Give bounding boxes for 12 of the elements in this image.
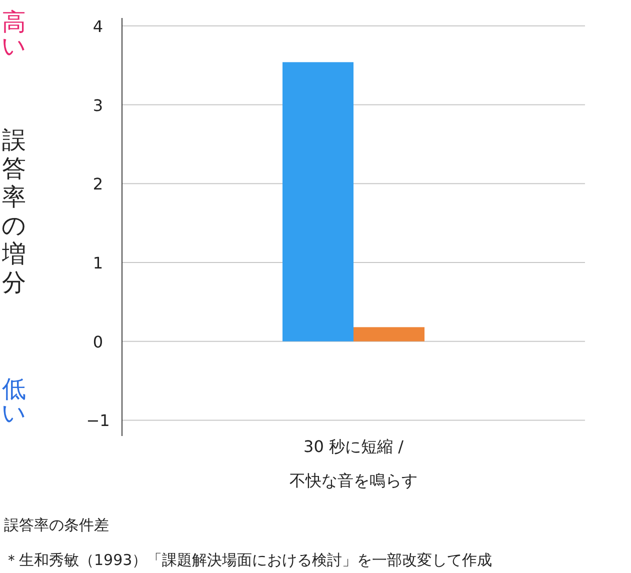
y-tick-label: 0 [92, 332, 104, 352]
y-tick-label: 4 [92, 16, 104, 36]
y-tick-label: 3 [92, 96, 104, 115]
text: 高い [2, 8, 26, 60]
y-tick-label: 2 [92, 174, 104, 194]
y-tick-label: 1 [92, 253, 104, 272]
text: 誤答率の条件差 [4, 516, 109, 534]
x-tick-label: 30 秒に短縮 / 不快な音を鳴らす [290, 437, 418, 490]
y-tick-label: −1 [86, 411, 110, 430]
text: ＊生和秀敏（1993）「課題解決場面における検討」を一部改変して作成 [4, 551, 492, 569]
text: 低い [2, 375, 26, 427]
y-axis-title: 誤答率の増分 [1, 126, 26, 296]
